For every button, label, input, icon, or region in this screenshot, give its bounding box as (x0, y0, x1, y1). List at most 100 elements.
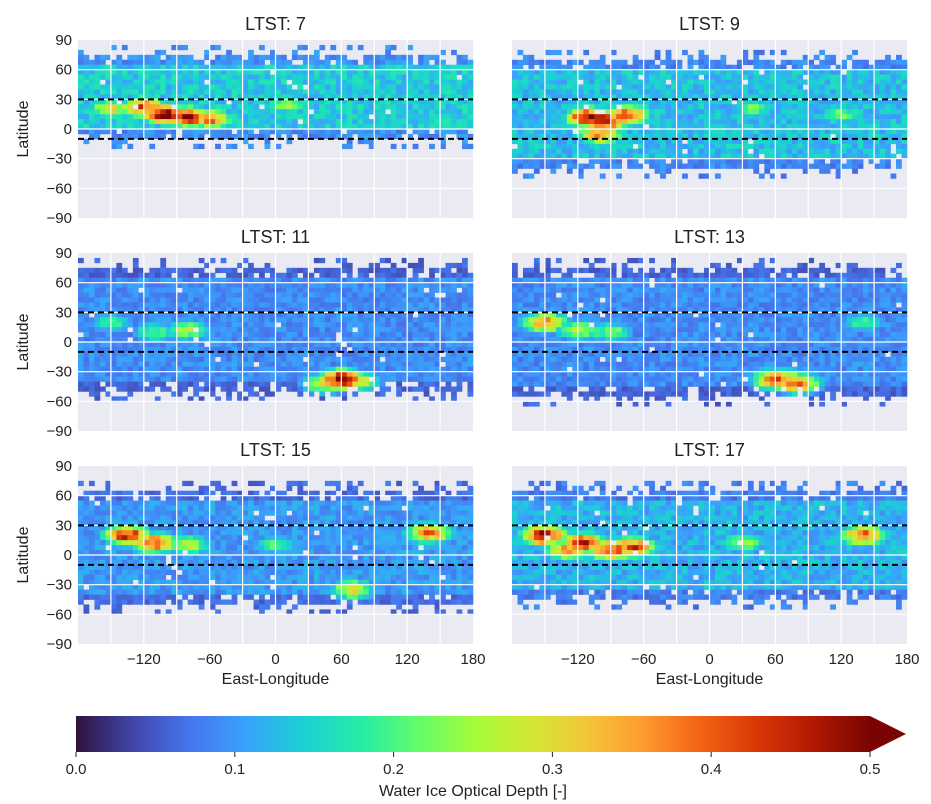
y-tick-label: −60 (47, 180, 72, 197)
heatmap-cell (665, 54, 672, 61)
heatmap-cell (671, 64, 677, 70)
heatmap-cell (132, 376, 139, 382)
heatmap-cell (253, 391, 260, 397)
heatmap-cell (270, 54, 276, 61)
heatmap-cell (445, 272, 452, 279)
heatmap-cell (193, 99, 199, 105)
heatmap-cell (588, 153, 595, 159)
heatmap-cell (550, 49, 557, 56)
heatmap-cell (99, 386, 106, 392)
heatmap-cell (621, 267, 628, 274)
heatmap-cell (660, 74, 666, 80)
heatmap-cell (720, 124, 727, 130)
heatmap-cell (308, 59, 315, 66)
heatmap-cell (467, 133, 474, 140)
heatmap-cell (390, 79, 397, 85)
heatmap-cell (171, 302, 178, 308)
heatmap-cell (374, 129, 381, 135)
heatmap-cell (709, 119, 716, 125)
heatmap-cell (226, 361, 232, 368)
heatmap-cell (512, 133, 518, 140)
heatmap-cell (324, 54, 331, 61)
heatmap-cell (226, 351, 232, 358)
heatmap-cell (231, 114, 238, 120)
heatmap-cell (302, 322, 309, 328)
heatmap-cell (363, 302, 370, 308)
heatmap-cell (418, 89, 424, 95)
heatmap-cell (456, 292, 463, 298)
heatmap-cell (132, 356, 139, 363)
heatmap-cell (671, 59, 677, 66)
heatmap-cell (368, 381, 375, 387)
heatmap-cell (797, 69, 804, 75)
heatmap-cell (341, 312, 348, 318)
heatmap-cell (313, 317, 320, 323)
heatmap-cell (572, 277, 579, 283)
heatmap-cell (379, 381, 386, 387)
heatmap-cell (165, 129, 172, 135)
heatmap-cell (182, 54, 189, 61)
y-tick-label: 60 (55, 275, 72, 292)
heatmap-cell (632, 99, 639, 105)
heatmap-cell (182, 302, 189, 308)
heatmap-cell (429, 292, 435, 298)
heatmap-cell (121, 292, 128, 298)
heatmap-cell (313, 89, 320, 95)
heatmap-cell (171, 287, 178, 293)
heatmap-cell (714, 133, 721, 140)
heatmap-cell (99, 302, 106, 308)
heatmap-cell (264, 282, 271, 288)
heatmap-cell (709, 163, 716, 169)
heatmap-cell (149, 109, 156, 115)
heatmap-cell (308, 89, 315, 95)
heatmap-cell (374, 282, 381, 288)
heatmap-cell (121, 366, 128, 372)
heatmap-cell (275, 356, 282, 363)
heatmap-cell (835, 119, 842, 125)
heatmap-cell (456, 307, 463, 313)
heatmap-cell (901, 138, 908, 145)
heatmap-cell (110, 84, 117, 90)
heatmap-cell (665, 168, 672, 174)
heatmap-cell (264, 342, 271, 348)
heatmap-cell (379, 104, 386, 110)
heatmap-cell (291, 267, 298, 274)
heatmap-cell (852, 84, 858, 90)
heatmap-cell (352, 356, 359, 363)
heatmap-cell (550, 84, 557, 90)
heatmap-cell (693, 148, 699, 155)
heatmap-cell (418, 287, 424, 293)
heatmap-cell (165, 351, 172, 358)
heatmap-cell (182, 272, 189, 279)
heatmap-cell (110, 94, 117, 100)
heatmap-cell (544, 64, 551, 70)
heatmap-cell (445, 356, 452, 363)
heatmap-cell (808, 114, 815, 120)
heatmap-cell (275, 381, 282, 387)
heatmap-cell (550, 133, 557, 140)
heatmap-cell (270, 267, 276, 274)
heatmap-cell (638, 153, 644, 159)
heatmap-cell (319, 277, 326, 283)
heatmap-cell (149, 287, 156, 293)
heatmap-cell (687, 272, 694, 279)
heatmap-cell (176, 366, 183, 372)
heatmap-cell (797, 109, 804, 115)
heatmap-cell (456, 346, 463, 353)
heatmap-cell (374, 322, 381, 328)
heatmap-cell (671, 94, 677, 100)
heatmap-cell (599, 267, 606, 274)
heatmap-cell (253, 59, 260, 66)
heatmap-cell (852, 69, 858, 75)
heatmap-cell (302, 44, 309, 51)
heatmap-cell (209, 119, 216, 125)
heatmap-cell (654, 148, 661, 155)
heatmap-cell (237, 99, 243, 105)
heatmap-cell (704, 272, 710, 279)
heatmap-cell (132, 54, 139, 61)
heatmap-cell (786, 74, 793, 80)
heatmap-cell (890, 267, 897, 274)
heatmap-cell (110, 79, 117, 85)
heatmap-cell (259, 109, 265, 115)
heatmap-cell (341, 322, 348, 328)
